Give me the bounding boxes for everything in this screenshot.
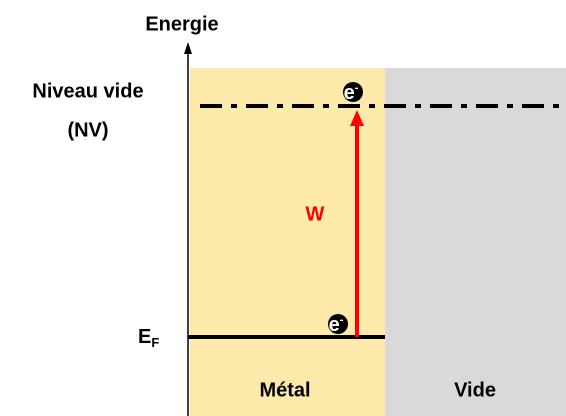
electron-symbol: e	[329, 314, 340, 336]
vacuum-level-label: (NV)	[67, 119, 108, 141]
work-function-arrowhead	[350, 110, 364, 126]
fermi-symbol: E	[138, 326, 151, 348]
electron-label: e-	[329, 314, 344, 336]
fermi-subscript: F	[151, 335, 159, 350]
electron-dot	[343, 82, 363, 102]
electron-label: e-	[344, 82, 359, 104]
vacuum-level-label: Niveau vide	[32, 80, 143, 102]
axis-label: Energie	[145, 13, 218, 35]
electron-symbol: e	[344, 82, 355, 104]
electron: e-	[343, 82, 363, 104]
electron: e-	[328, 314, 348, 336]
work-function-label: W	[306, 203, 325, 225]
electron-charge: -	[340, 314, 344, 326]
electron-dot	[328, 314, 348, 334]
region-label: Métal	[259, 379, 310, 401]
fermi-level-label: EF	[138, 326, 159, 350]
region-label: Vide	[454, 379, 496, 401]
electron-charge: -	[355, 82, 359, 94]
axis-arrowhead	[184, 42, 192, 54]
vacuum-region	[385, 68, 566, 416]
